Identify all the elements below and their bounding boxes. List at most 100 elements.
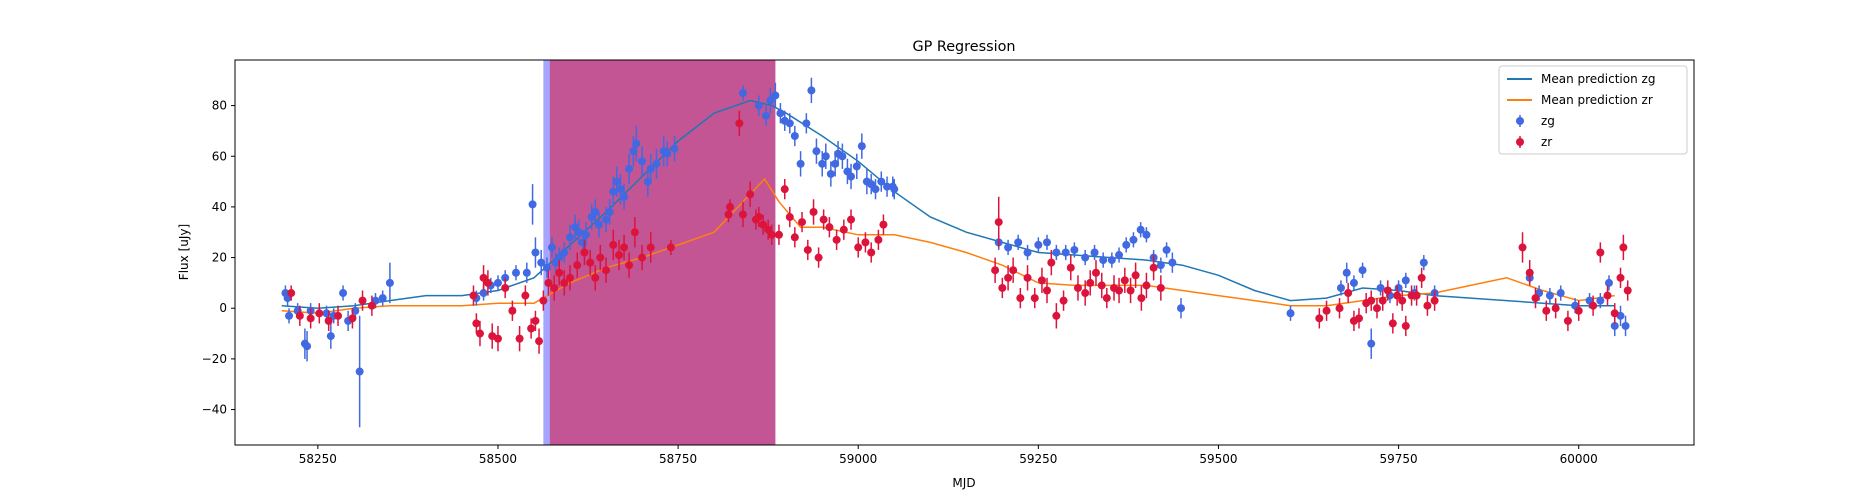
data-point [809, 207, 818, 216]
plot-frame [234, 59, 1695, 446]
x-tick-label: 58750 [659, 452, 697, 466]
data-point [527, 324, 536, 333]
data-point [1097, 281, 1106, 290]
x-axis-ticks: 58250 58500 58750 59000 59250 59500 59750 60000 [299, 445, 1598, 466]
data-point [1623, 286, 1632, 295]
data-point [1596, 296, 1605, 305]
data-point [852, 162, 861, 171]
data-point [574, 228, 583, 237]
data-point [295, 311, 304, 320]
data-point [629, 147, 638, 156]
data-point [1016, 294, 1025, 303]
data-point [1589, 301, 1598, 310]
data-point [620, 243, 629, 252]
data-point [566, 233, 575, 242]
data-point [890, 185, 899, 194]
y-tick-label: 80 [212, 99, 227, 113]
data-point [724, 210, 733, 219]
series-zg [281, 77, 1630, 428]
data-point [1004, 273, 1013, 282]
data-point [1596, 248, 1605, 257]
data-point [609, 187, 618, 196]
data-point [1115, 286, 1124, 295]
data-point [1086, 278, 1095, 287]
data-point [776, 109, 785, 118]
data-point [1342, 268, 1351, 277]
data-point [615, 251, 624, 260]
data-point [1052, 248, 1061, 257]
data-point [594, 220, 603, 229]
data-point [1009, 266, 1018, 275]
data-point [493, 334, 502, 343]
data-point [1525, 268, 1534, 277]
data-point [334, 311, 343, 320]
data-point [1336, 283, 1345, 292]
data-point [1393, 291, 1402, 300]
legend-label: Mean prediction zg [1541, 72, 1655, 86]
data-point [616, 185, 625, 194]
data-point [738, 210, 747, 219]
data-point [638, 253, 647, 262]
data-point [762, 111, 771, 120]
data-point [602, 215, 611, 224]
data-point [1047, 258, 1056, 267]
data-point [825, 223, 834, 232]
data-point [838, 152, 847, 161]
x-tick-label: 59000 [839, 452, 877, 466]
data-point [638, 157, 647, 166]
data-point [1162, 245, 1171, 254]
data-point [531, 316, 540, 325]
data-point [1023, 248, 1032, 257]
data-point [1168, 258, 1177, 267]
data-point [550, 283, 559, 292]
data-point [620, 192, 629, 201]
data-point [771, 91, 780, 100]
data-point [1115, 251, 1124, 260]
data-point [1417, 273, 1426, 282]
x-tick-label: 60000 [1560, 452, 1598, 466]
data-point [785, 119, 794, 128]
data-point [790, 131, 799, 140]
data-point [790, 233, 799, 242]
data-point [867, 248, 876, 257]
data-point [596, 253, 605, 262]
data-point [1286, 309, 1295, 318]
data-point [531, 248, 540, 257]
data-point [1081, 253, 1090, 262]
legend-point-marker [1516, 138, 1524, 146]
data-point [874, 235, 883, 244]
data-point [802, 119, 811, 128]
data-point [746, 190, 755, 199]
data-point [591, 273, 600, 282]
data-point [1136, 225, 1145, 234]
data-point [803, 245, 812, 254]
chart-title: GP Regression [912, 39, 1015, 55]
data-point [831, 159, 840, 168]
data-point [1042, 238, 1051, 247]
data-point [1367, 339, 1376, 348]
data-point [1335, 304, 1344, 313]
data-point [1081, 289, 1090, 298]
data-point [548, 243, 557, 252]
data-point [479, 289, 488, 298]
data-point [1518, 243, 1527, 252]
data-point [351, 306, 360, 315]
data-point [666, 243, 675, 252]
data-point [326, 332, 335, 341]
data-point [1149, 263, 1158, 272]
x-tick-label: 58500 [479, 452, 517, 466]
data-point [324, 316, 333, 325]
data-point [560, 278, 569, 287]
data-point [1129, 235, 1138, 244]
data-point [861, 238, 870, 247]
data-point [1388, 319, 1397, 328]
data-point [1023, 273, 1032, 282]
data-point [832, 235, 841, 244]
data-point [883, 182, 892, 191]
data-point [1042, 286, 1051, 295]
data-point [1142, 281, 1151, 290]
data-point [625, 261, 634, 270]
y-axis-label: Flux [uJy] [177, 224, 191, 280]
data-point [871, 185, 880, 194]
